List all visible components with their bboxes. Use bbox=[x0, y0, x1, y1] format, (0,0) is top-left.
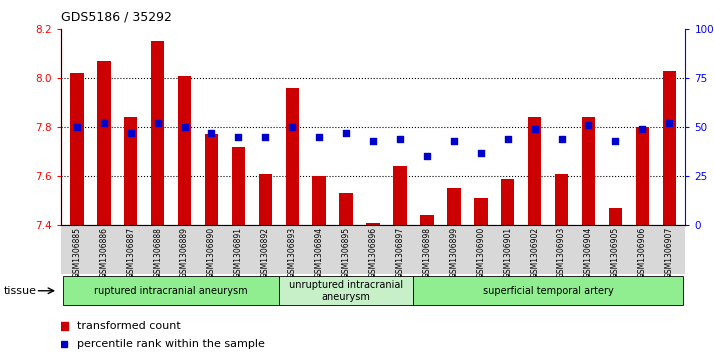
Bar bbox=[286, 88, 299, 225]
Point bbox=[610, 138, 621, 144]
Text: tissue: tissue bbox=[4, 286, 36, 296]
Bar bbox=[205, 134, 218, 225]
Point bbox=[341, 130, 352, 136]
FancyBboxPatch shape bbox=[413, 276, 683, 305]
Text: transformed count: transformed count bbox=[77, 321, 181, 331]
Bar bbox=[663, 71, 676, 225]
Point bbox=[367, 138, 378, 144]
Bar bbox=[178, 76, 191, 225]
Point bbox=[71, 124, 83, 130]
Bar bbox=[70, 73, 84, 225]
Bar bbox=[339, 193, 353, 225]
Bar bbox=[366, 223, 380, 225]
Point bbox=[98, 120, 109, 126]
Point bbox=[421, 154, 433, 159]
Bar bbox=[501, 179, 515, 225]
Bar bbox=[635, 127, 649, 225]
Point bbox=[448, 138, 460, 144]
Point bbox=[475, 150, 486, 155]
Bar bbox=[528, 117, 541, 225]
Point bbox=[529, 126, 540, 132]
Bar bbox=[609, 208, 622, 225]
Point bbox=[556, 136, 568, 142]
Point bbox=[286, 124, 298, 130]
Bar bbox=[231, 147, 245, 225]
Point bbox=[394, 136, 406, 142]
Bar bbox=[421, 215, 433, 225]
Bar bbox=[474, 198, 488, 225]
Point bbox=[313, 134, 325, 140]
Text: unruptured intracranial
aneurysm: unruptured intracranial aneurysm bbox=[289, 280, 403, 302]
Bar bbox=[582, 117, 595, 225]
Bar bbox=[97, 61, 111, 225]
Bar bbox=[555, 174, 568, 225]
Bar bbox=[258, 174, 272, 225]
Text: GDS5186 / 35292: GDS5186 / 35292 bbox=[61, 11, 171, 24]
Point bbox=[583, 122, 594, 128]
Text: superficial temporal artery: superficial temporal artery bbox=[483, 286, 613, 296]
Bar bbox=[151, 41, 164, 225]
Point bbox=[260, 134, 271, 140]
Point bbox=[206, 130, 217, 136]
Point bbox=[637, 126, 648, 132]
Point bbox=[502, 136, 513, 142]
Bar bbox=[393, 166, 407, 225]
Point bbox=[178, 124, 190, 130]
Text: percentile rank within the sample: percentile rank within the sample bbox=[77, 339, 265, 349]
Bar bbox=[313, 176, 326, 225]
Point bbox=[233, 134, 244, 140]
Bar bbox=[124, 117, 137, 225]
FancyBboxPatch shape bbox=[64, 276, 278, 305]
Point bbox=[152, 120, 164, 126]
Point bbox=[125, 130, 136, 136]
Bar bbox=[447, 188, 461, 225]
Point bbox=[663, 120, 675, 126]
Text: ruptured intracranial aneurysm: ruptured intracranial aneurysm bbox=[94, 286, 248, 296]
FancyBboxPatch shape bbox=[278, 276, 413, 305]
